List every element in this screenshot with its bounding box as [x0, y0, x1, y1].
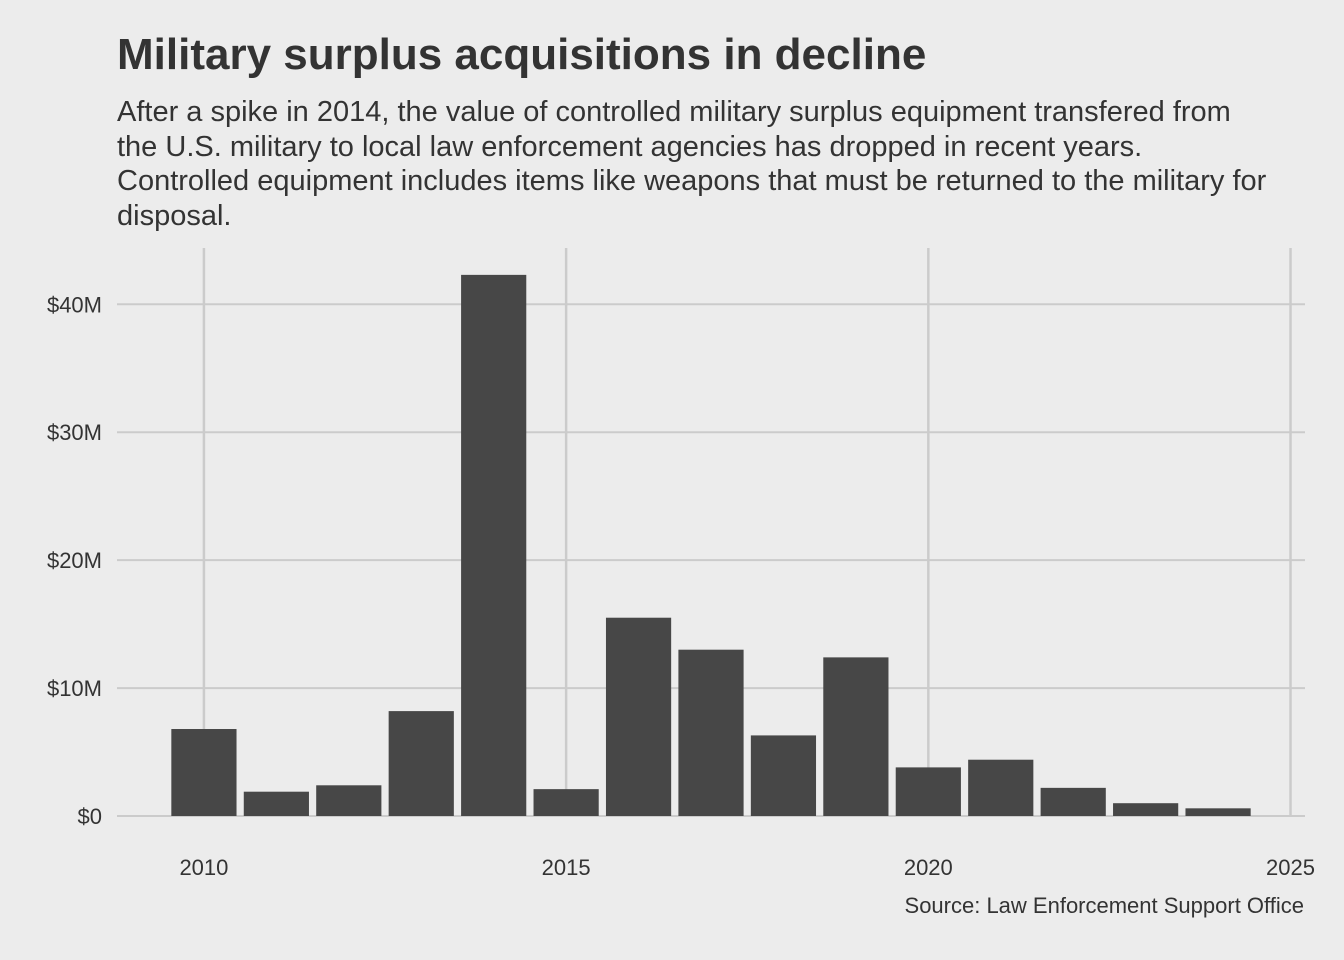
x-axis-labels: 2010 2015 2020 2025	[179, 855, 1315, 880]
bar-2019	[823, 657, 889, 816]
y-tick-label: $30M	[47, 420, 102, 445]
bar-2017	[678, 649, 744, 816]
bar-2013	[388, 711, 454, 816]
bar-2023	[1113, 803, 1179, 816]
bar-2021	[968, 759, 1034, 816]
y-tick-label: $40M	[47, 292, 102, 317]
bar-2020	[895, 767, 961, 816]
bar-2018	[750, 735, 817, 816]
chart-subtitle: After a spike in 2014, the value of cont…	[117, 96, 1267, 232]
bar-2012	[316, 785, 382, 816]
bars	[171, 274, 1251, 816]
bar-2016	[605, 617, 672, 816]
x-tick-label: 2020	[904, 855, 953, 880]
bar-2024	[1185, 808, 1251, 816]
bar-2010	[171, 729, 237, 816]
bar-2011	[243, 791, 309, 816]
y-tick-label: $10M	[47, 676, 102, 701]
x-tick-label: 2015	[542, 855, 591, 880]
x-tick-label: 2010	[179, 855, 228, 880]
chart-title: Military surplus acquisitions in decline	[117, 30, 927, 79]
source-caption: Source: Law Enforcement Support Office	[904, 893, 1304, 918]
y-tick-label: $20M	[47, 548, 102, 573]
y-tick-label: $0	[78, 804, 102, 829]
y-axis-labels: $0 $10M $20M $30M $40M	[47, 292, 102, 829]
bar-2015	[533, 789, 599, 816]
x-tick-label: 2025	[1266, 855, 1315, 880]
bar-2014	[461, 274, 527, 816]
bar-2022	[1040, 787, 1106, 816]
